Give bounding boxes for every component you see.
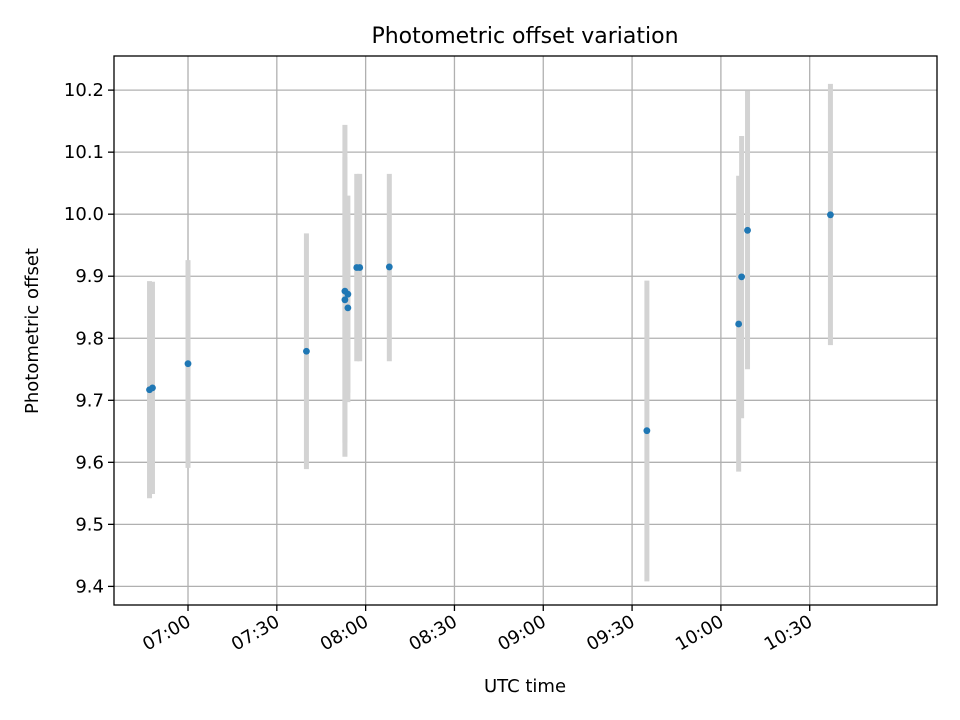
data-point — [303, 347, 310, 355]
y-tick-label: 10.2 — [64, 80, 104, 101]
y-tick-label: 9.4 — [75, 576, 104, 597]
y-tick-label: 9.8 — [75, 328, 104, 349]
data-point — [738, 273, 746, 281]
y-axis-ticks: 9.4 9.5 9.6 9.7 9.8 9.9 10.0 10.1 10.2 — [64, 80, 114, 597]
y-tick-label: 10.0 — [64, 204, 104, 225]
y-tick-label: 9.5 — [75, 514, 104, 535]
y-tick-label: 9.9 — [75, 266, 104, 287]
data-point — [341, 296, 349, 304]
y-axis-label: Photometric offset — [22, 248, 43, 414]
data-point — [643, 427, 651, 435]
gridlines — [114, 56, 937, 605]
x-axis-label: UTC time — [484, 676, 566, 697]
chart-title: Photometric offset variation — [371, 24, 678, 49]
data-point — [149, 384, 156, 392]
data-point — [344, 304, 352, 312]
data-point — [827, 211, 834, 219]
plot-frame — [113, 55, 938, 606]
data-point — [184, 360, 192, 368]
data-point — [344, 290, 352, 298]
y-tick-label: 9.7 — [75, 390, 104, 411]
data-points — [146, 211, 834, 435]
data-point — [385, 263, 393, 271]
y-tick-label: 9.6 — [75, 452, 104, 473]
data-point — [356, 264, 364, 271]
data-point — [744, 226, 751, 234]
data-point — [735, 320, 743, 328]
y-tick-label: 10.1 — [64, 142, 104, 163]
